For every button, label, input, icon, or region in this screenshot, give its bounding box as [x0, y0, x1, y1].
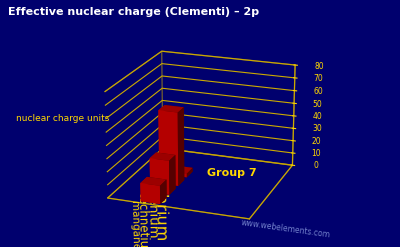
Text: Effective nuclear charge (Clementi) – 2p: Effective nuclear charge (Clementi) – 2p — [8, 7, 259, 17]
Text: www.webelements.com: www.webelements.com — [240, 218, 330, 239]
Text: nuclear charge units: nuclear charge units — [16, 114, 109, 123]
